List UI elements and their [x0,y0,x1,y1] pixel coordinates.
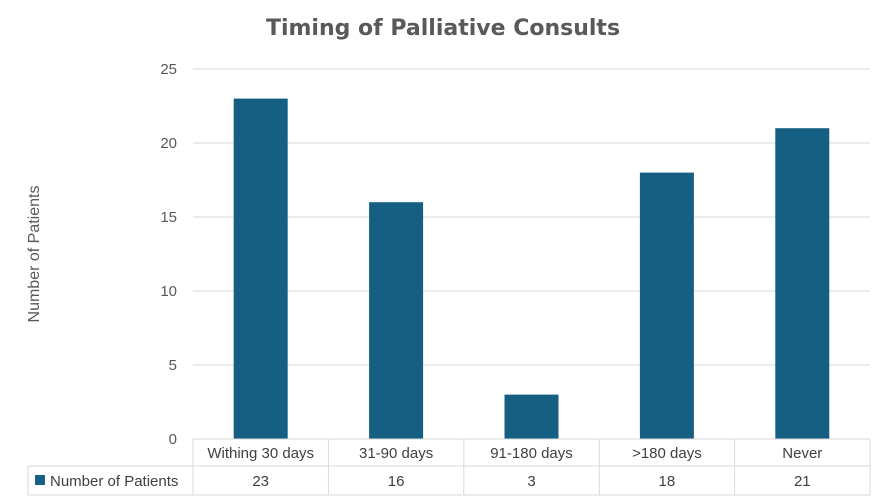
bar [233,98,288,439]
gridlines [193,68,870,366]
bar [369,202,424,439]
legend-label: Number of Patients [50,473,178,490]
y-tick-label: 5 [169,357,177,374]
y-tick-label: 0 [169,431,177,448]
bar [504,394,559,439]
data-table-value: 23 [252,473,269,490]
bar [639,172,694,439]
y-tick-label: 10 [160,283,177,300]
y-tick-label: 25 [160,61,177,78]
data-table-value: 18 [659,473,676,490]
y-tick-label: 15 [160,209,177,226]
y-tick-label: 20 [160,135,177,152]
category-label: Withing 30 days [207,445,314,462]
category-label: 31-90 days [359,445,433,462]
chart-title: Timing of Palliative Consults [266,16,620,41]
data-table: Number of Patients Withing 30 days 23 31-90… [27,438,871,496]
bars [233,98,830,439]
category-label: Never [782,445,822,462]
category-label: 91-180 days [490,445,573,462]
legend-swatch [35,475,45,485]
y-tick-labels: 0 5 10 15 20 25 [160,61,177,448]
bar [775,128,830,439]
data-table-value: 21 [794,473,811,490]
data-table-value: 3 [527,473,535,490]
y-axis-label: Number of Patients [26,186,43,323]
category-label: >180 days [632,445,702,462]
data-table-value: 16 [388,473,405,490]
